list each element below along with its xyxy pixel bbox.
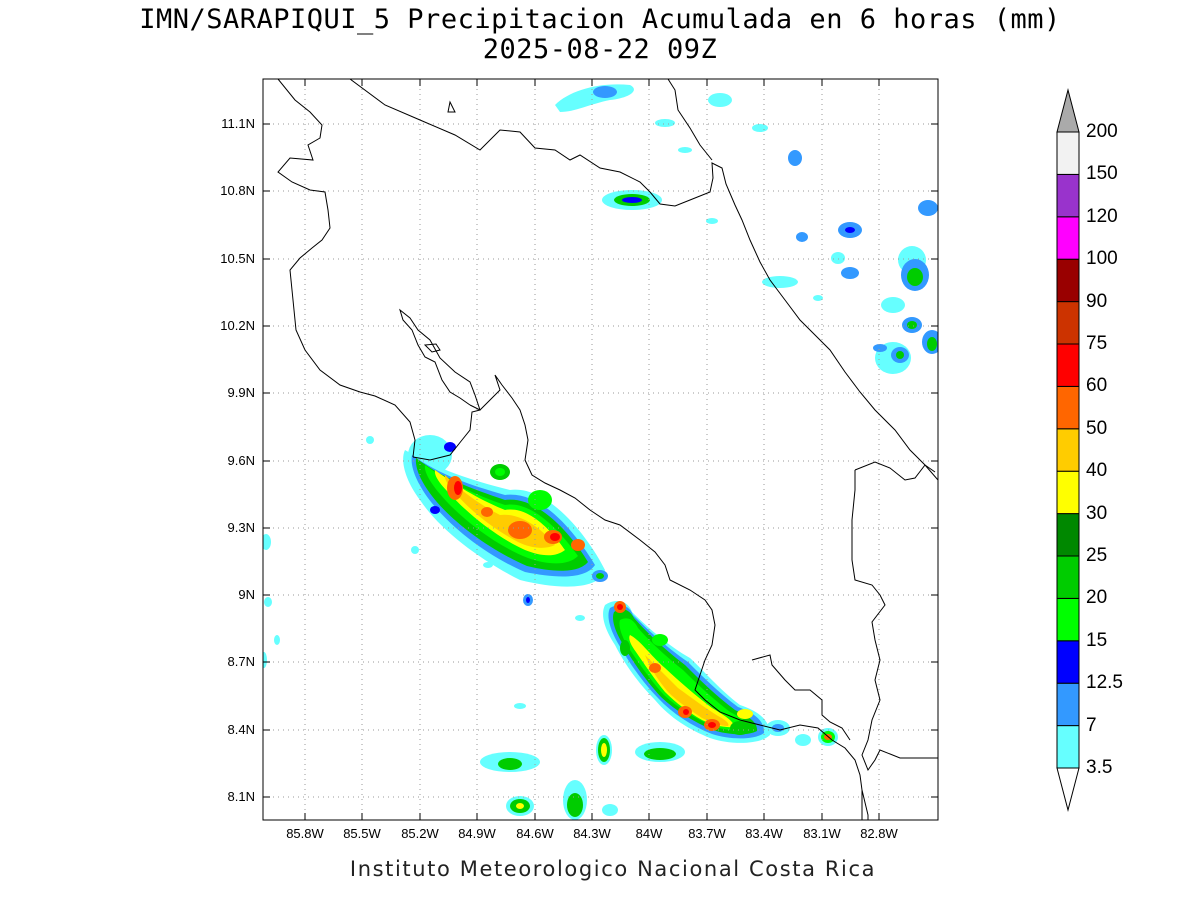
x-tick-label: 84W (635, 826, 663, 841)
y-tick-label: 8.7N (227, 654, 255, 669)
colorbar-swatch (1056, 343, 1080, 387)
colorbar-max-triangle (1056, 88, 1080, 133)
colorbar-level-label: 150 (1086, 163, 1118, 185)
colorbar-min-triangle (1056, 767, 1080, 812)
colorbar-swatch (1056, 258, 1080, 303)
x-tick-label: 84.9W (458, 826, 496, 841)
colorbar-swatch (1056, 597, 1080, 642)
footer-credit: Instituto Meteorologico Nacional Costa R… (349, 857, 877, 881)
y-tick-label: 10.5N (220, 251, 255, 266)
colorbar-level-label: 120 (1086, 205, 1118, 227)
colorbar-swatch (1056, 555, 1080, 599)
colorbar-swatch (1056, 682, 1080, 727)
colorbar-level-label: 7 (1086, 714, 1097, 736)
lat-lon-grid (263, 79, 938, 820)
colorbar-swatch (1056, 640, 1080, 684)
colorbar-level-label: 30 (1086, 502, 1108, 524)
x-tick-label: 85.8W (286, 826, 324, 841)
colorbar-swatch (1056, 173, 1080, 218)
y-tick-label: 8.1N (227, 789, 255, 804)
y-tick-label: 9.3N (227, 520, 255, 535)
colorbar-swatch (1056, 513, 1080, 557)
colorbar-level-label: 75 (1086, 333, 1108, 354)
y-tick-label: 9.9N (227, 385, 255, 400)
colorbar-level-label: 20 (1086, 587, 1108, 609)
map-subtitle: 2025-08-22 09Z (482, 34, 718, 65)
y-tick-label: 9N (238, 587, 255, 602)
coastline (277, 79, 938, 820)
colorbar-level-label: 12.5 (1086, 672, 1123, 694)
colorbar-swatch (1056, 301, 1080, 345)
x-tick-label: 84.3W (573, 826, 611, 841)
y-tick-label: 9.6N (227, 453, 255, 468)
colorbar-level-label: 60 (1086, 375, 1108, 397)
colorbar-swatch (1056, 131, 1080, 175)
y-tick-label: 11.1N (221, 116, 255, 131)
x-tick-label: 85.5W (343, 826, 381, 841)
colorbar-swatch (1056, 385, 1080, 430)
colorbar-swatch (1056, 216, 1080, 260)
colorbar-level-label: 90 (1086, 290, 1108, 312)
plot-frame (262, 78, 939, 821)
x-tick-label: 83.1W (803, 826, 841, 841)
colorbar-level-label: 100 (1086, 248, 1118, 270)
x-tick-label: 85.2W (401, 826, 439, 841)
colorbar-swatch (1056, 428, 1080, 472)
colorbar-swatch (1056, 470, 1080, 515)
x-tick-label: 82.8W (860, 826, 898, 841)
precipitation-field (263, 84, 938, 820)
x-tick-label: 84.6W (516, 826, 554, 841)
y-tick-label: 10.2N (220, 318, 255, 333)
colorbar-swatch (1056, 725, 1080, 769)
y-tick-label: 10.8N (220, 183, 255, 198)
colorbar-level-label: 25 (1086, 545, 1108, 566)
colorbar-level-label: 3.5 (1086, 757, 1113, 778)
colorbar-level-label: 15 (1086, 629, 1108, 651)
colorbar-level-label: 40 (1086, 460, 1108, 482)
map-title: IMN/SARAPIQUI_5 Precipitacion Acumulada … (139, 4, 1061, 35)
x-tick-label: 83.7W (688, 826, 726, 841)
axis-ticks (263, 79, 938, 820)
colorbar-level-label: 200 (1086, 121, 1118, 142)
y-tick-label: 8.4N (227, 722, 255, 737)
colorbar (1056, 88, 1080, 812)
x-tick-label: 83.4W (745, 826, 783, 841)
colorbar-level-label: 50 (1086, 417, 1108, 439)
